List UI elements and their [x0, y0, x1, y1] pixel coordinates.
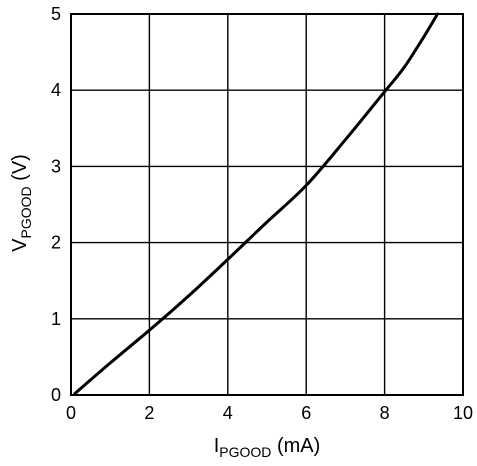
y-tick-label: 2: [51, 233, 61, 253]
x-axis-label-unit: (mA): [271, 435, 320, 457]
y-tick-label: 3: [51, 156, 61, 176]
tick-labels: 0 2 4 6 8 10 0 1 2 3 4 5: [51, 4, 473, 423]
y-axis-label: VPGOOD (V): [9, 154, 34, 252]
x-tick-label: 10: [453, 403, 473, 423]
x-tick-label: 0: [66, 403, 76, 423]
y-tick-label: 4: [51, 80, 61, 100]
y-axis-label-unit: (V): [9, 154, 31, 186]
grid: [71, 14, 463, 395]
x-axis-label-main: I: [214, 435, 220, 457]
y-tick-label: 0: [51, 385, 61, 405]
x-axis-label: IPGOOD (mA): [214, 435, 321, 460]
x-tick-label: 6: [301, 403, 311, 423]
x-axis-label-subscript: PGOOD: [219, 444, 271, 460]
y-axis-label-main: V: [9, 238, 31, 252]
x-tick-label: 2: [144, 403, 154, 423]
plot-frame: [70, 13, 464, 396]
x-tick-label: 4: [223, 403, 233, 423]
y-tick-label: 5: [51, 4, 61, 24]
x-tick-label: 8: [380, 403, 390, 423]
y-axis-label-subscript: PGOOD: [18, 186, 34, 238]
y-tick-label: 1: [51, 309, 61, 329]
series-line: [73, 12, 439, 395]
